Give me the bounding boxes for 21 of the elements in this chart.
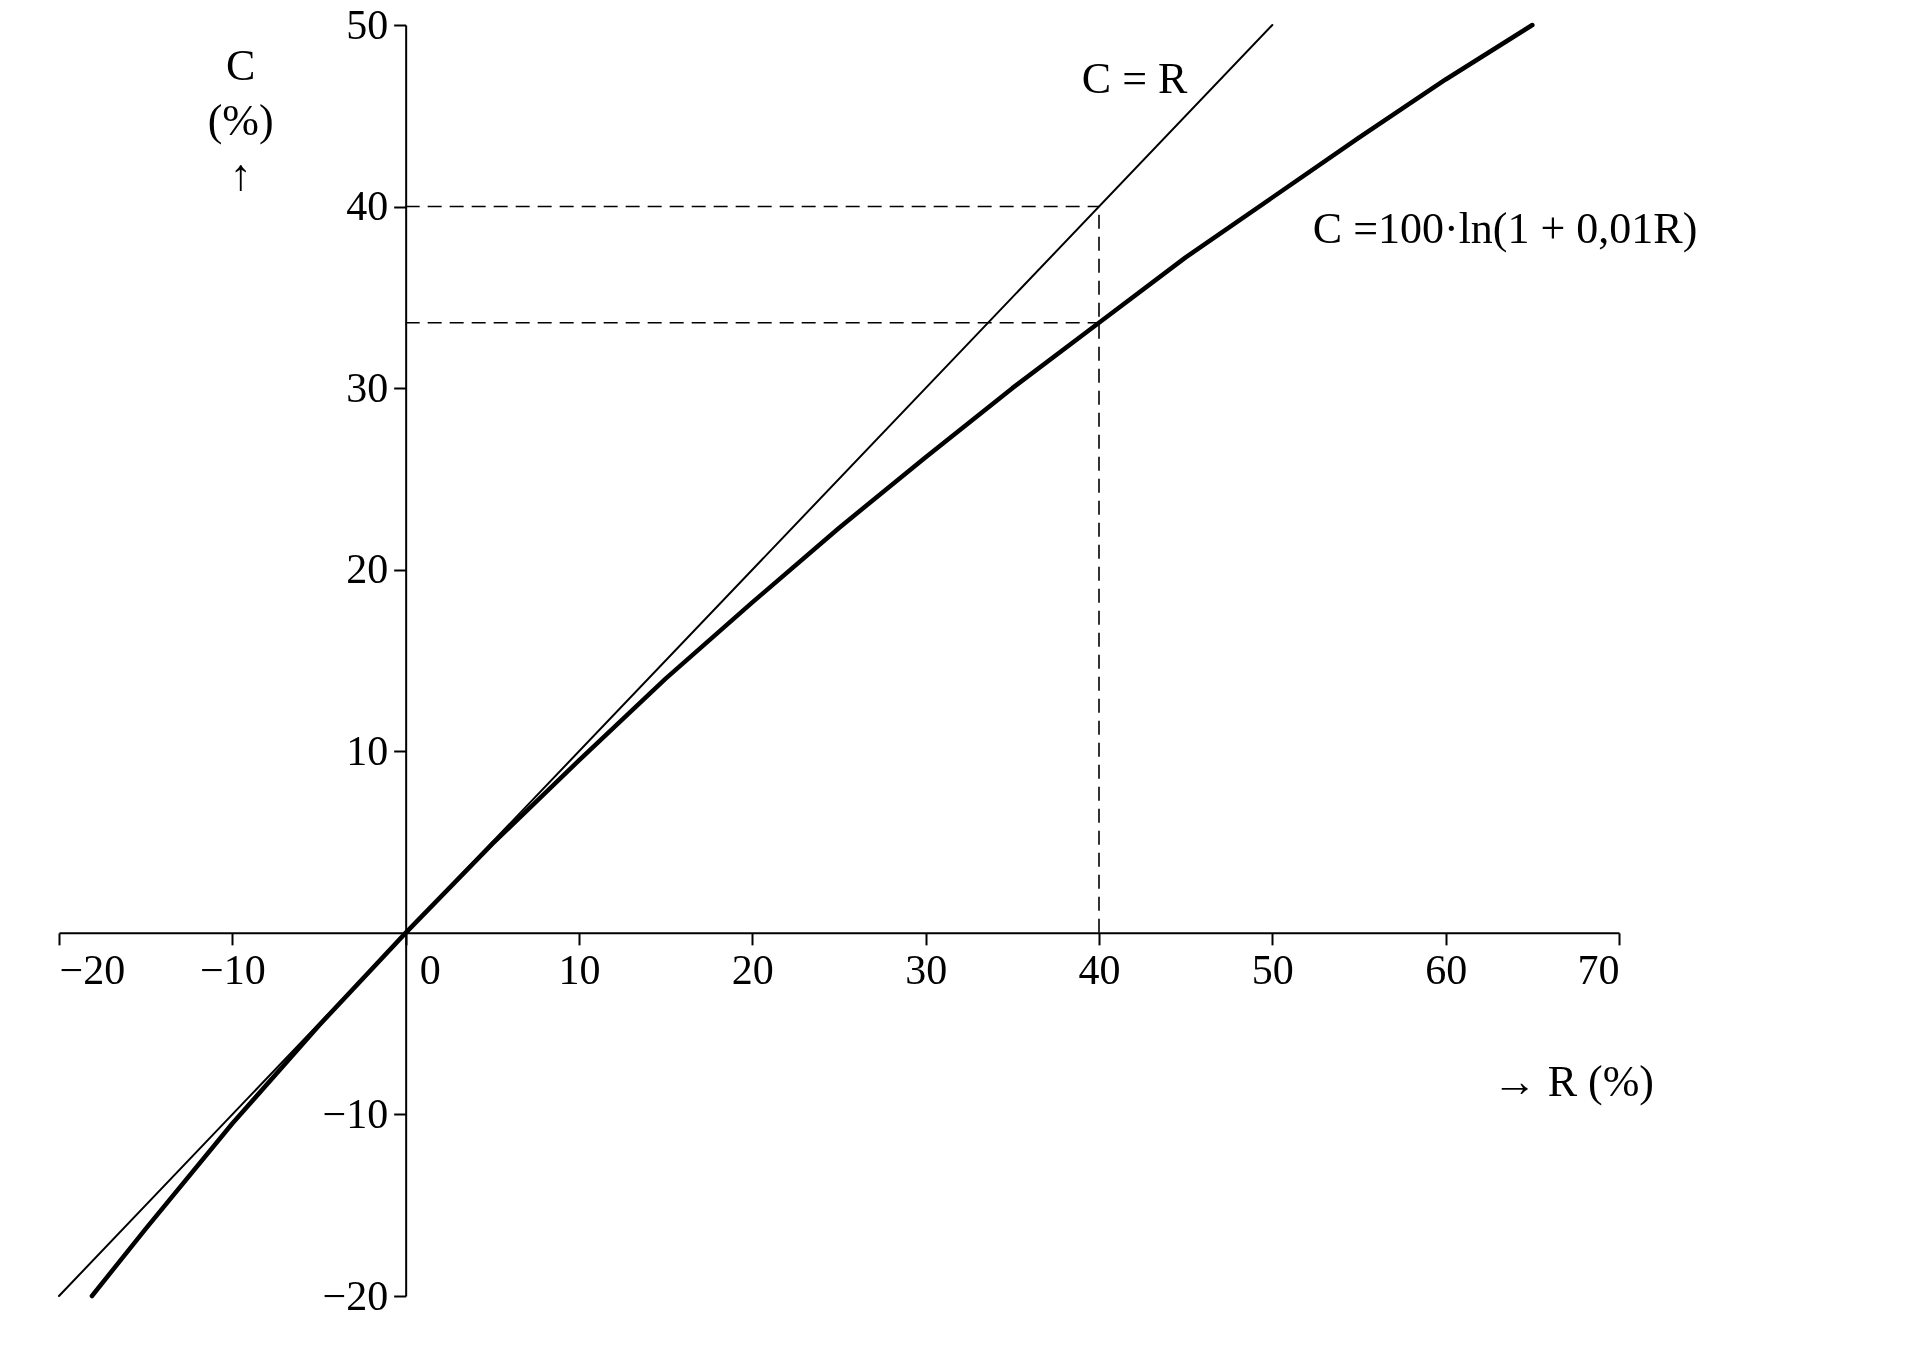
y-tick-label: 40	[346, 183, 389, 230]
x-tick-label: 40	[1078, 947, 1121, 994]
x-tick-label: 70	[1577, 947, 1620, 994]
y-tick-label: 10	[346, 727, 389, 774]
y-tick-label: 50	[346, 1, 389, 48]
x-axis-title: → R (%)	[1492, 1056, 1654, 1106]
x-tick-label: −20	[59, 947, 126, 994]
series-label: C =100·ln(1 + 0,01R)	[1312, 204, 1698, 253]
x-tick-label: 0	[419, 947, 441, 994]
x-tick-label: 50	[1251, 947, 1294, 994]
y-tick-label: −10	[322, 1090, 389, 1137]
x-tick-label: 60	[1425, 947, 1468, 994]
y-tick-label: 20	[346, 546, 389, 593]
x-tick-label: 30	[905, 947, 948, 994]
x-tick-label: 20	[731, 947, 774, 994]
y-axis-title: C (%) ↑	[207, 41, 274, 200]
x-tick-label: −10	[199, 947, 266, 994]
y-tick-label: 30	[346, 364, 389, 411]
series-label: C = R	[1081, 54, 1188, 103]
x-tick-label: 10	[558, 947, 601, 994]
y-tick-label: −20	[322, 1272, 389, 1319]
